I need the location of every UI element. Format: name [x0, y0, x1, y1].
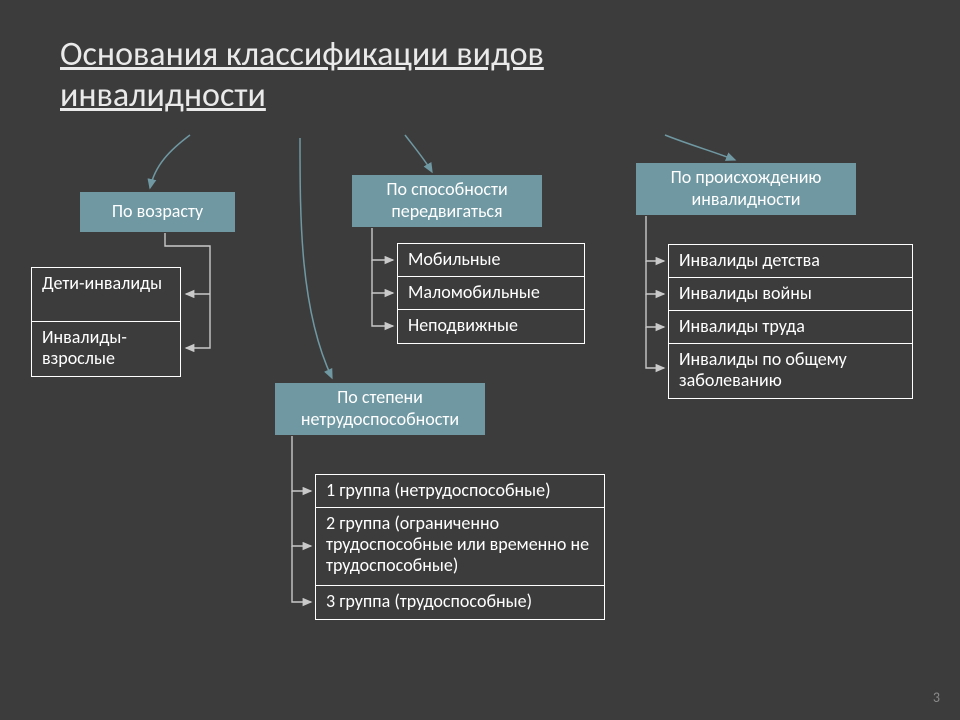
page-number: 3: [933, 689, 940, 706]
category-degree-label: По степени нетрудоспособности: [281, 387, 479, 430]
category-degree: По степени нетрудоспособности: [275, 383, 485, 435]
category-mobility-label: По способности передвигаться: [358, 179, 536, 222]
title-line2: инвалидности: [60, 75, 266, 116]
items-mobility: Мобильные Маломобильные Неподвижные: [397, 243, 585, 344]
slide-title: Основания классификации видов инвалиднос…: [60, 34, 544, 116]
item-origin-0: Инвалиды детства: [669, 245, 912, 278]
item-origin-1: Инвалиды войны: [669, 278, 912, 311]
item-mobility-0: Мобильные: [398, 244, 584, 277]
category-age: По возрасту: [80, 192, 235, 232]
item-degree-2: 3 группа (трудоспособные): [316, 586, 604, 619]
item-age-1: Инвалиды-взрослые: [32, 322, 180, 376]
item-origin-2: Инвалиды труда: [669, 311, 912, 344]
item-mobility-2: Неподвижные: [398, 310, 584, 343]
items-origin: Инвалиды детства Инвалиды войны Инвалиды…: [668, 244, 913, 399]
items-age: Дети-инвалиды Инвалиды-взрослые: [31, 267, 181, 377]
item-degree-1: 2 группа (ограниченно трудоспособные или…: [316, 508, 604, 586]
item-origin-3: Инвалиды по общему заболеванию: [669, 344, 912, 398]
category-origin: По происхождению инвалидности: [636, 163, 856, 215]
slide: Основания классификации видов инвалиднос…: [0, 0, 960, 720]
item-degree-0: 1 группа (нетрудоспособные): [316, 475, 604, 508]
item-age-0: Дети-инвалиды: [32, 268, 180, 322]
item-mobility-1: Маломобильные: [398, 277, 584, 310]
category-age-label: По возрасту: [112, 201, 203, 223]
items-degree: 1 группа (нетрудоспособные) 2 группа (ог…: [315, 474, 605, 620]
category-origin-label: По происхождению инвалидности: [642, 167, 850, 210]
category-mobility: По способности передвигаться: [352, 175, 542, 227]
title-line1: Основания классификации видов: [60, 34, 544, 75]
